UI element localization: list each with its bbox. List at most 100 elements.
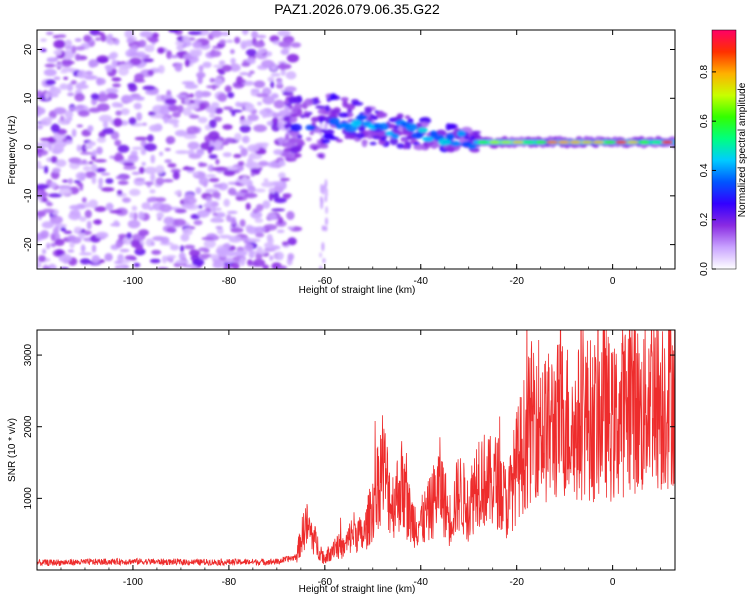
heatmap-cell	[240, 147, 248, 157]
heatmap-cell	[202, 61, 212, 68]
heatmap-cell	[131, 44, 138, 48]
snr-y-tick-label: 2000	[23, 415, 34, 438]
heatmap-cell	[61, 60, 75, 65]
heatmap-cell	[463, 136, 471, 140]
heatmap-cell	[456, 130, 466, 137]
heatmap-blobs	[37, 30, 675, 269]
heatmap-cell	[52, 35, 60, 39]
heatmap-cell	[569, 140, 582, 144]
heatmap-cell	[163, 116, 169, 124]
heatmap-cell	[209, 201, 219, 208]
heatmap-cell	[37, 160, 42, 169]
heatmap-cell	[189, 93, 195, 98]
spectrogram-x-tick-label: -80	[222, 276, 237, 287]
heatmap-cell	[335, 139, 343, 143]
heatmap-cell	[206, 199, 212, 206]
heatmap-cell	[83, 34, 92, 43]
heatmap-cell	[196, 149, 205, 156]
heatmap-cell	[263, 142, 268, 150]
heatmap-cell	[286, 53, 299, 63]
heatmap-cell	[268, 187, 276, 194]
heatmap-cell	[198, 176, 209, 186]
heatmap-cell	[255, 232, 265, 238]
heatmap-cell	[404, 141, 409, 145]
heatmap-cell	[222, 152, 232, 158]
colorbar-tick-label: 0.6	[699, 114, 710, 128]
heatmap-cell	[96, 137, 107, 143]
heatmap-cell	[500, 140, 513, 144]
heatmap-cell	[101, 187, 115, 192]
heatmap-cell	[324, 225, 328, 232]
heatmap-cell	[186, 126, 200, 135]
heatmap-cell	[237, 161, 245, 166]
heatmap-cell	[290, 146, 300, 154]
heatmap-cell	[66, 83, 74, 92]
heatmap-cell	[325, 105, 330, 112]
heatmap-cell	[95, 77, 106, 86]
heatmap-cell	[91, 175, 97, 185]
heatmap-cell	[151, 249, 162, 255]
heatmap-cell	[214, 77, 223, 86]
heatmap-cell	[277, 30, 291, 37]
heatmap-cell	[197, 209, 210, 218]
heatmap-cell	[149, 124, 160, 132]
heatmap-cell	[223, 264, 232, 269]
heatmap-cell	[284, 99, 290, 105]
heatmap-cell	[74, 38, 82, 42]
heatmap-cell	[68, 106, 77, 112]
heatmap-cell	[321, 225, 325, 232]
heatmap-cell	[205, 107, 215, 113]
heatmap-cell	[470, 149, 480, 153]
heatmap-cell	[248, 153, 263, 160]
heatmap-cell	[132, 96, 145, 101]
heatmap-cell	[176, 94, 188, 98]
heatmap-cell	[91, 244, 97, 253]
heatmap-cell	[177, 105, 184, 114]
heatmap-cell	[258, 160, 269, 167]
heatmap-cell	[68, 157, 82, 164]
heatmap-cell	[96, 93, 109, 103]
heatmap-cell	[208, 119, 217, 129]
heatmap-cell	[267, 76, 275, 83]
heatmap-cell	[75, 46, 86, 51]
heatmap-cell	[142, 85, 156, 91]
heatmap-cell	[71, 128, 77, 138]
heatmap-cell	[60, 69, 69, 74]
heatmap-cell	[149, 189, 156, 194]
heatmap-cell	[164, 98, 177, 105]
heatmap-cell	[131, 171, 141, 175]
heatmap-cell	[156, 212, 164, 219]
heatmap-cell	[190, 264, 198, 269]
heatmap-cell	[79, 258, 91, 265]
heatmap-cell	[122, 197, 131, 203]
heatmap-cell	[246, 57, 256, 65]
heatmap-cell	[324, 191, 328, 198]
heatmap-cell	[64, 110, 74, 119]
heatmap-cell	[124, 255, 136, 261]
heatmap-cell	[364, 106, 373, 114]
heatmap-cell	[254, 188, 266, 193]
heatmap-cell	[318, 117, 326, 122]
heatmap-cell	[57, 185, 72, 190]
heatmap-cell	[368, 130, 376, 137]
heatmap-cell	[245, 48, 257, 57]
heatmap-cell	[241, 30, 249, 36]
heatmap-cell	[41, 197, 48, 203]
heatmap-cell	[266, 234, 273, 242]
heatmap-cell	[375, 112, 388, 118]
heatmap-cell	[59, 83, 69, 90]
heatmap-cell	[161, 255, 168, 264]
heatmap-cell	[167, 118, 180, 125]
heatmap-cell	[174, 63, 183, 72]
heatmap-cell	[165, 255, 177, 259]
spectrogram-frame	[36, 29, 676, 270]
heatmap-cell	[224, 137, 235, 143]
heatmap-cell	[224, 85, 232, 93]
heatmap-cell	[296, 109, 303, 117]
heatmap-cell	[128, 117, 137, 125]
heatmap-cell	[169, 54, 180, 59]
heatmap-cell	[42, 266, 51, 269]
heatmap-cell	[321, 139, 331, 144]
heatmap-cell	[71, 209, 81, 217]
heatmap-cell	[381, 135, 387, 141]
